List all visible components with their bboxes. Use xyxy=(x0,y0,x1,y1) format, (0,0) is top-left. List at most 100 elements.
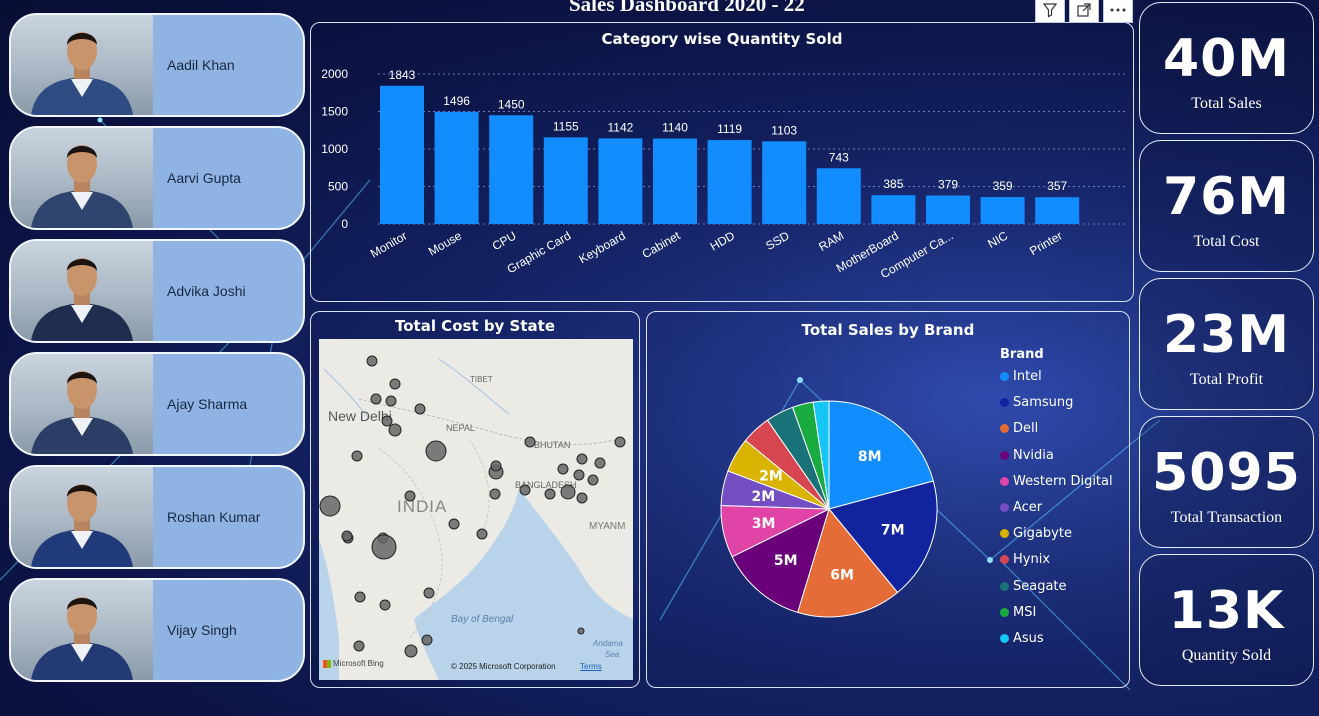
more-options-button[interactable] xyxy=(1103,0,1133,23)
bar[interactable] xyxy=(871,195,916,224)
state-map[interactable]: New Delhi TIBET NEPAL BHUTAN BANGLADESH … xyxy=(319,339,633,680)
state-bubble[interactable] xyxy=(448,518,460,530)
bar[interactable] xyxy=(980,197,1025,224)
state-bubble[interactable] xyxy=(476,528,488,540)
kpi-card[interactable]: 23M Total Profit xyxy=(1139,278,1314,410)
employee-card[interactable]: Ajay Sharma xyxy=(9,352,305,456)
legend-item[interactable]: Asus xyxy=(1000,631,1044,646)
state-bubble[interactable] xyxy=(573,469,585,481)
state-bubble[interactable] xyxy=(370,393,382,405)
bar-chart: 0 500 1000 1500 2000 1843 Monitor 1496 Mouse 1450… xyxy=(321,67,1125,281)
kpi-label: Total Cost xyxy=(1193,233,1260,250)
state-bubble[interactable] xyxy=(354,591,366,603)
legend-item[interactable]: Samsung xyxy=(1000,395,1073,410)
legend-item[interactable]: Western Digital xyxy=(1000,474,1113,489)
state-bubble[interactable] xyxy=(489,488,501,500)
employee-card[interactable]: Roshan Kumar xyxy=(9,465,305,569)
state-bubble[interactable] xyxy=(388,423,402,437)
employee-card[interactable]: Aadil Khan xyxy=(9,13,305,117)
employee-name: Aarvi Gupta xyxy=(167,170,241,186)
state-bubble[interactable] xyxy=(614,436,626,448)
employee-name: Ajay Sharma xyxy=(167,396,248,412)
legend-item[interactable]: Seagate xyxy=(1000,579,1067,594)
legend-dot-icon xyxy=(1000,372,1009,381)
kpi-card[interactable]: 13K Quantity Sold xyxy=(1139,554,1314,686)
bar-data-label: 1140 xyxy=(662,121,688,135)
pie-data-label: 2M xyxy=(759,469,783,485)
employee-card[interactable]: Aarvi Gupta xyxy=(9,126,305,230)
legend-item[interactable]: Intel xyxy=(1000,369,1042,384)
state-bubble[interactable] xyxy=(557,463,569,475)
bar-data-label: 1155 xyxy=(553,119,579,133)
employee-card[interactable]: Advika Joshi xyxy=(9,239,305,343)
pie-slice[interactable] xyxy=(797,507,899,618)
state-bubble[interactable] xyxy=(594,457,606,469)
state-bubble[interactable] xyxy=(577,627,585,635)
legend-item[interactable]: Nvidia xyxy=(1000,448,1054,463)
state-bubble[interactable] xyxy=(404,644,418,658)
kpi-card[interactable]: 40M Total Sales xyxy=(1139,2,1314,134)
state-bubble[interactable] xyxy=(490,460,502,472)
filter-button[interactable] xyxy=(1035,0,1065,23)
legend-dot-icon xyxy=(1000,450,1009,460)
state-bubble[interactable] xyxy=(319,495,341,517)
state-bubble[interactable] xyxy=(421,634,433,646)
state-bubble[interactable] xyxy=(366,355,378,367)
pie-slice[interactable] xyxy=(812,400,830,510)
focus-mode-button[interactable] xyxy=(1069,0,1099,23)
bar[interactable] xyxy=(489,115,534,224)
legend-item[interactable]: Hynix xyxy=(1000,552,1050,567)
state-bubble[interactable] xyxy=(524,436,536,448)
state-bubble[interactable] xyxy=(560,484,576,500)
state-bubble[interactable] xyxy=(576,492,588,504)
legend-item[interactable]: Acer xyxy=(1000,500,1042,515)
state-bubble[interactable] xyxy=(389,378,401,390)
map-attribution: © 2025 Microsoft Corporation xyxy=(451,662,556,671)
bar[interactable] xyxy=(598,138,643,224)
legend-item[interactable]: MSI xyxy=(1000,605,1036,620)
pie-slice[interactable] xyxy=(828,400,934,510)
legend-item[interactable]: Gigabyte xyxy=(1000,526,1072,541)
state-bubble[interactable] xyxy=(587,474,599,486)
legend-label: Samsung xyxy=(1013,395,1074,411)
bar-data-label: 743 xyxy=(829,150,849,164)
legend-dot-icon xyxy=(1000,398,1009,408)
state-bubble[interactable] xyxy=(423,587,435,599)
kpi-card[interactable]: 76M Total Cost xyxy=(1139,140,1314,272)
employee-name: Vijay Singh xyxy=(167,622,237,638)
state-bubble[interactable] xyxy=(371,534,397,560)
bar[interactable] xyxy=(762,141,807,224)
state-bubble[interactable] xyxy=(379,599,391,611)
bar[interactable] xyxy=(707,140,752,224)
bar[interactable] xyxy=(380,85,424,225)
state-bubble[interactable] xyxy=(576,453,588,465)
bar[interactable] xyxy=(434,111,479,224)
pie-slice[interactable] xyxy=(828,480,938,594)
kpi-card[interactable]: 5095 Total Transaction xyxy=(1139,416,1314,548)
bar[interactable] xyxy=(543,137,588,224)
pie-chart-panel: Total Sales by Brand xyxy=(646,311,1130,688)
state-bubble[interactable] xyxy=(341,530,353,542)
kpi-value: 5095 xyxy=(1152,443,1301,503)
state-bubble[interactable] xyxy=(404,490,416,502)
bar[interactable] xyxy=(1035,197,1080,224)
state-bubble[interactable] xyxy=(351,450,363,462)
state-bubble[interactable] xyxy=(414,403,426,415)
pie-slice[interactable] xyxy=(731,508,830,613)
kpi-value: 23M xyxy=(1162,305,1291,365)
state-bubble[interactable] xyxy=(353,640,365,652)
state-bubble[interactable] xyxy=(385,395,397,407)
state-bubble[interactable] xyxy=(519,484,531,496)
state-bubble[interactable] xyxy=(544,488,556,500)
bar-chart-title: Category wise Quantity Sold xyxy=(601,30,843,48)
legend-item[interactable]: Dell xyxy=(1000,421,1038,436)
bar[interactable] xyxy=(816,168,861,224)
state-bubble[interactable] xyxy=(425,440,447,462)
state-bubble[interactable] xyxy=(381,415,393,427)
bar[interactable] xyxy=(653,138,697,225)
map-terms-link[interactable]: Terms xyxy=(580,662,602,671)
employee-card[interactable]: Vijay Singh xyxy=(9,578,305,682)
bar-chart-panel: Category wise Quantity Sold xyxy=(310,22,1134,302)
x-tick-label: Monitor xyxy=(368,228,410,260)
bar[interactable] xyxy=(926,195,970,224)
